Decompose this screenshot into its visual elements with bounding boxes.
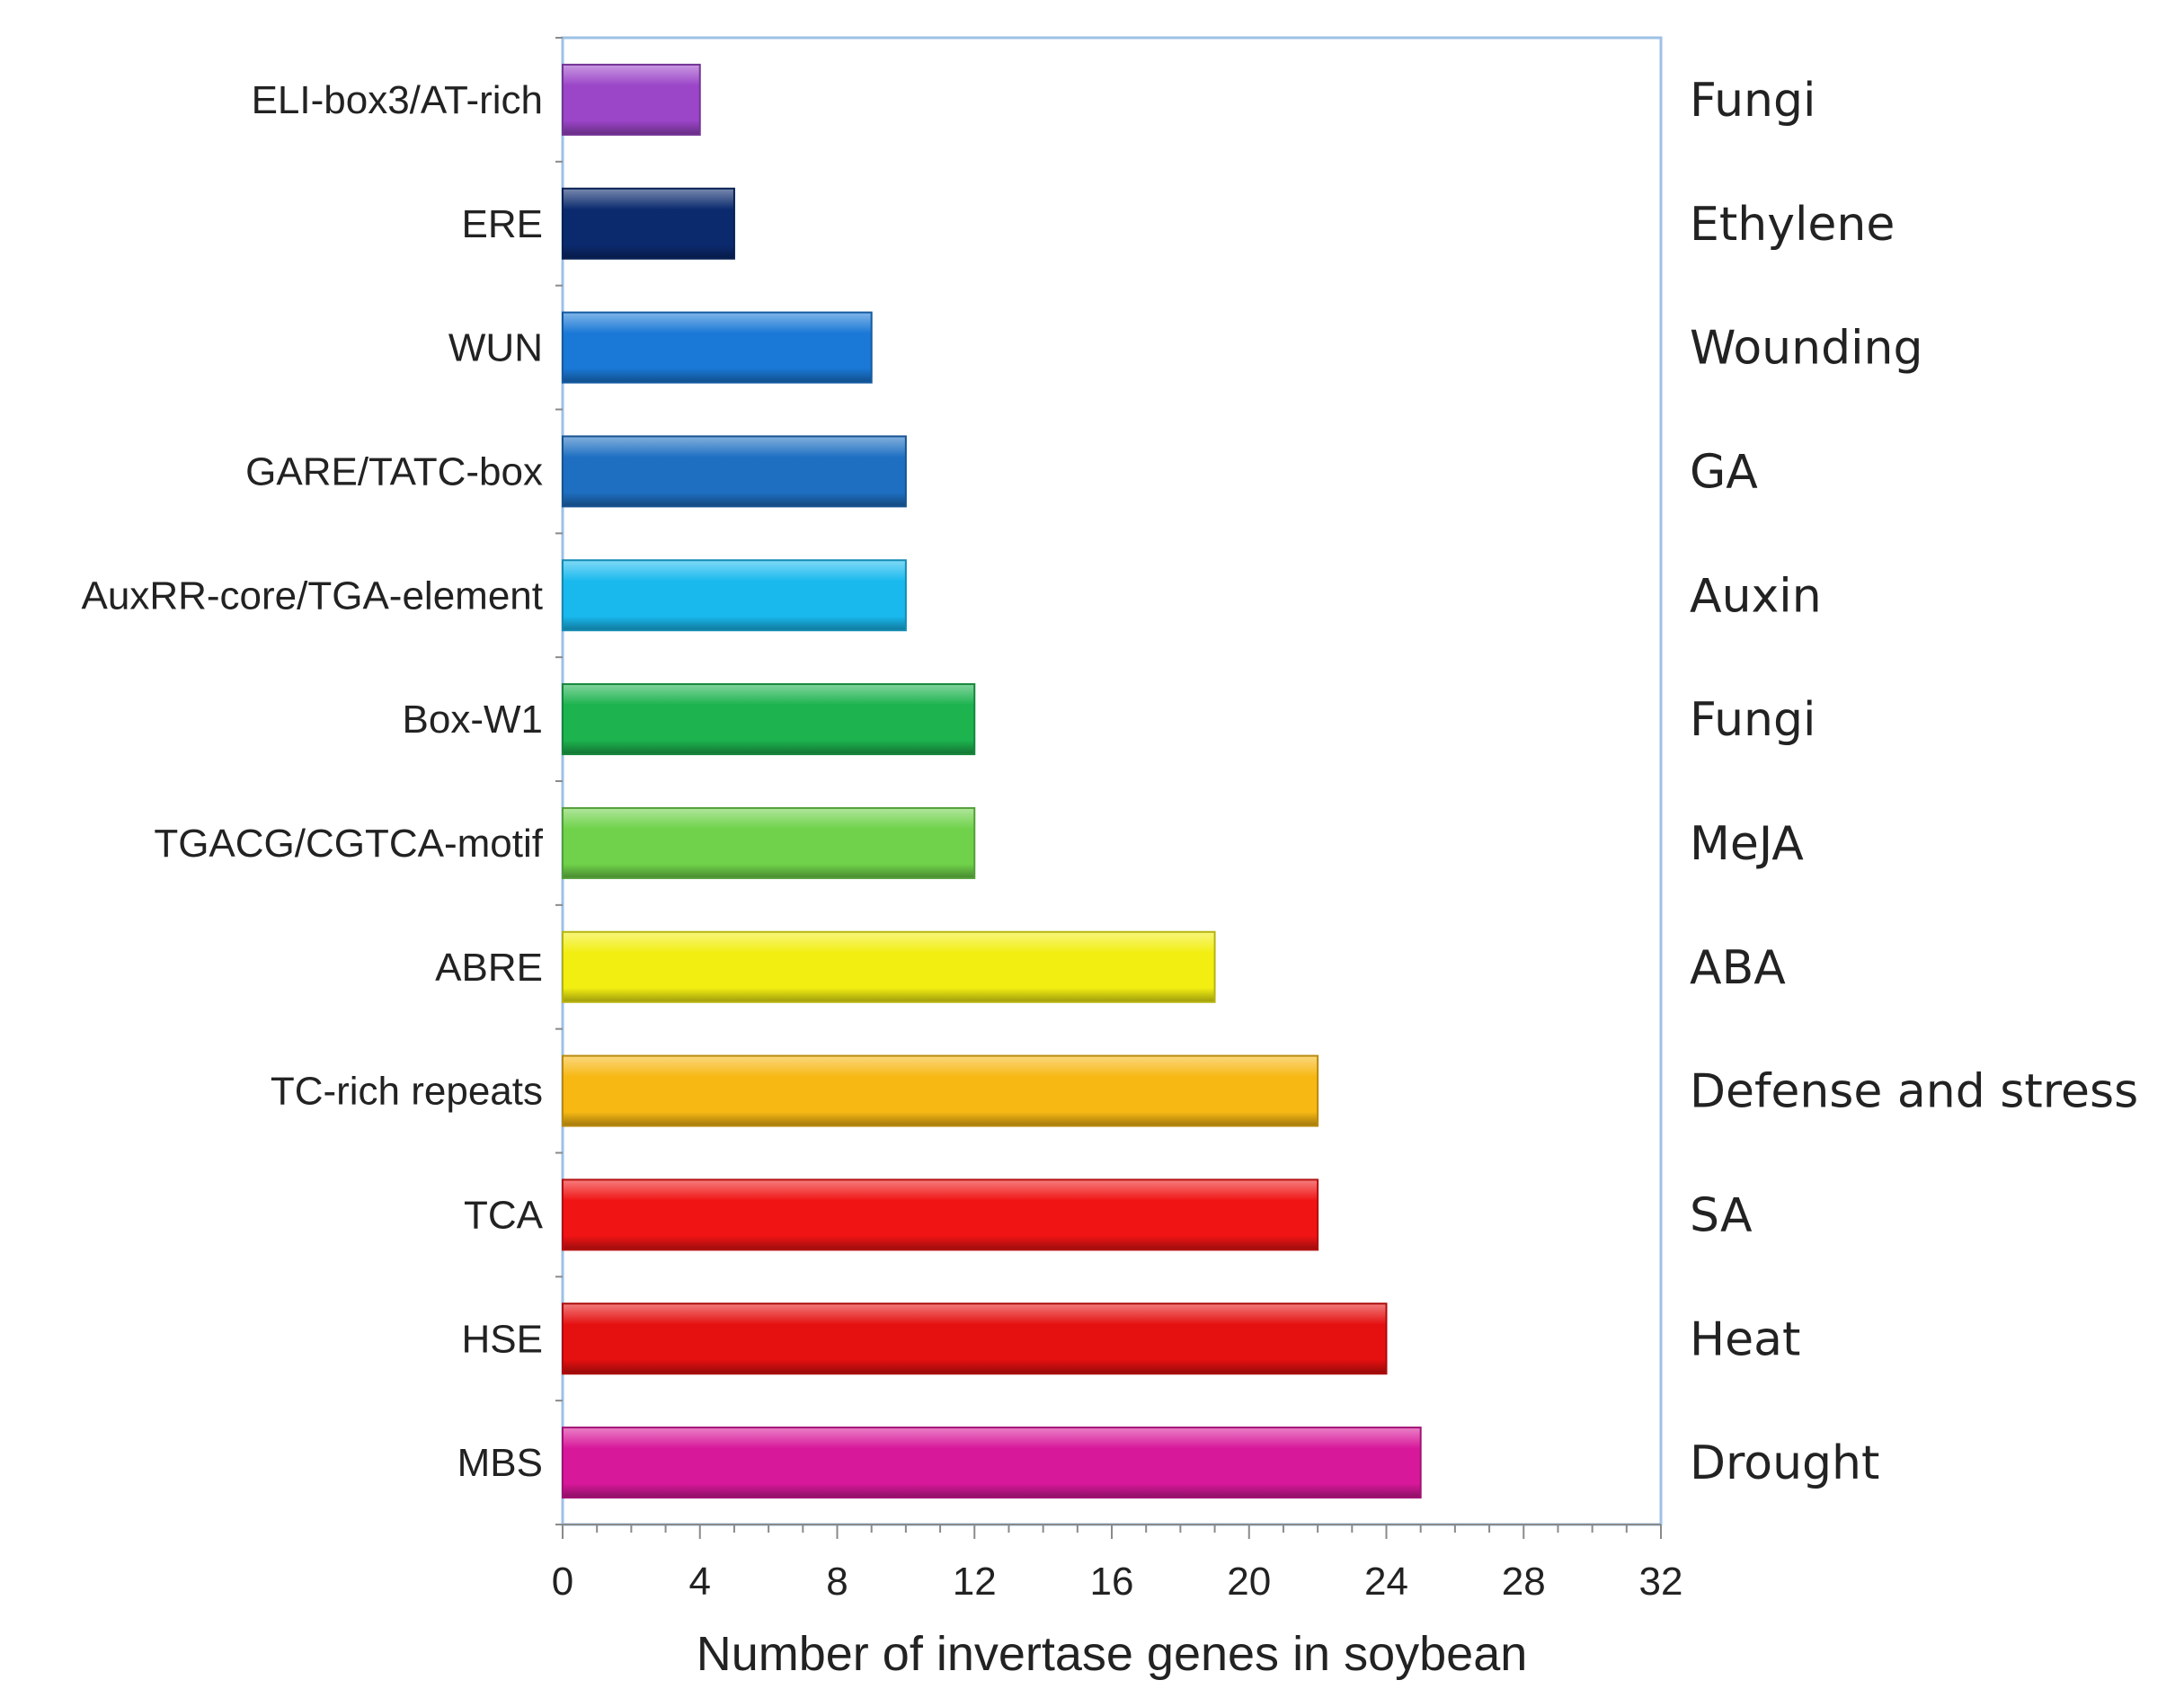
category-label: ERE (462, 202, 543, 246)
group-label: Fungi (1690, 74, 1816, 128)
group-label: SA (1690, 1188, 1753, 1242)
x-tick-label: 24 (1364, 1560, 1408, 1604)
group-label: Auxin (1690, 569, 1822, 623)
x-axis-title: Number of invertase genes in soybean (697, 1627, 1528, 1681)
bar (562, 1302, 1388, 1375)
group-label: GA (1690, 445, 1758, 499)
bar (562, 1178, 1319, 1251)
category-label: TGACG/CGTCA-motif (154, 822, 543, 866)
bar (562, 806, 976, 879)
bar (562, 559, 907, 632)
bar (562, 63, 701, 136)
bar (562, 311, 873, 384)
group-label: MeJA (1690, 817, 1804, 871)
group-label: Wounding (1690, 322, 1923, 376)
category-label: Box-W1 (403, 698, 543, 742)
category-label: GARE/TATC-box (245, 449, 543, 493)
x-tick-label: 16 (1090, 1560, 1134, 1604)
x-tick-label: 12 (953, 1560, 997, 1604)
category-label: AuxRR-core/TGA-element (82, 573, 543, 618)
x-axis: 0 4 8 12 16 20 24 28 32 (552, 37, 1683, 1604)
group-label: Defense and stress (1690, 1065, 2138, 1119)
category-label: HSE (462, 1317, 543, 1361)
group-labels: Fungi Ethylene Wounding GA Auxin Fungi MeJA ABA… (1690, 74, 2138, 1490)
bar (562, 1054, 1319, 1127)
bar (562, 930, 1216, 1003)
bar (562, 187, 735, 260)
category-label: ABRE (435, 946, 543, 990)
x-tick-label: 8 (826, 1560, 848, 1604)
x-tick-label: 20 (1227, 1560, 1271, 1604)
category-label: MBS (457, 1441, 543, 1485)
bar (562, 683, 976, 756)
group-label: Fungi (1690, 693, 1816, 747)
bar (562, 1427, 1422, 1499)
group-label: Drought (1690, 1436, 1879, 1490)
x-tick-label: 4 (689, 1560, 711, 1604)
category-label: WUN (448, 326, 543, 370)
x-tick-label: 28 (1502, 1560, 1546, 1604)
category-label: ELI-box3/AT-rich (252, 78, 543, 122)
category-label: TC-rich repeats (271, 1070, 543, 1114)
x-tick-label: 32 (1639, 1560, 1683, 1604)
group-label: ABA (1690, 941, 1786, 995)
plot-frame (561, 36, 1663, 1526)
bars-layer (562, 63, 1422, 1499)
x-tick-label: 0 (552, 1560, 573, 1604)
group-label: Heat (1690, 1312, 1800, 1366)
category-label: TCA (464, 1193, 544, 1237)
group-label: Ethylene (1690, 198, 1895, 252)
category-labels: ELI-box3/AT-rich ERE WUN GARE/TATC-box AuxRR… (82, 78, 544, 1485)
bar (562, 435, 907, 508)
